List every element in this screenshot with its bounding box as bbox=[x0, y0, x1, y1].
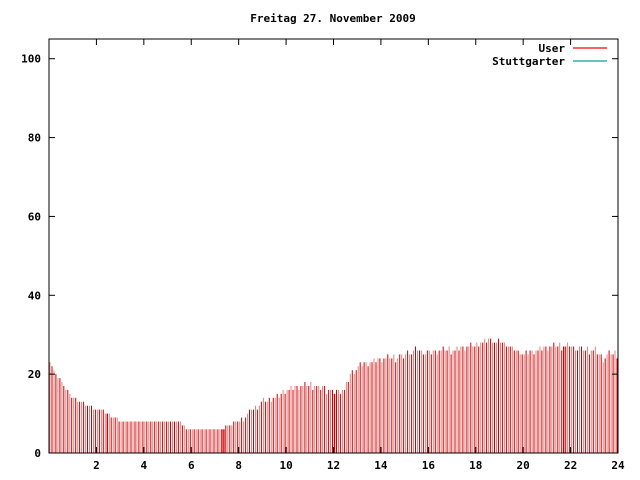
y-tick-label: 100 bbox=[21, 53, 41, 66]
x-tick-label: 24 bbox=[611, 459, 625, 472]
y-tick-label: 0 bbox=[34, 447, 41, 460]
bars bbox=[49, 338, 618, 453]
y-axis: 0 20 40 60 80 100 bbox=[21, 53, 618, 460]
chart-title: Freitag 27. November 2009 bbox=[250, 12, 416, 25]
x-tick-label: 18 bbox=[469, 459, 482, 472]
x-axis: 2 4 6 8 10 12 14 16 18 20 22 24 bbox=[93, 39, 625, 472]
y-tick-label: 60 bbox=[28, 210, 41, 223]
x-tick-label: 12 bbox=[327, 459, 340, 472]
y-tick-label: 80 bbox=[28, 132, 41, 145]
legend-label: Stuttgarter bbox=[492, 55, 565, 68]
y-tick-label: 20 bbox=[28, 368, 41, 381]
x-tick-label: 20 bbox=[517, 459, 530, 472]
x-tick-label: 4 bbox=[141, 459, 148, 472]
x-tick-label: 2 bbox=[93, 459, 100, 472]
x-tick-label: 22 bbox=[564, 459, 577, 472]
x-tick-label: 10 bbox=[279, 459, 292, 472]
legend-label: User bbox=[539, 42, 566, 55]
plot-frame bbox=[48, 38, 619, 454]
x-tick-label: 6 bbox=[188, 459, 195, 472]
x-tick-label: 14 bbox=[374, 459, 388, 472]
x-tick-label: 16 bbox=[422, 459, 436, 472]
y-tick-label: 40 bbox=[28, 289, 41, 302]
x-tick-label: 8 bbox=[235, 459, 242, 472]
